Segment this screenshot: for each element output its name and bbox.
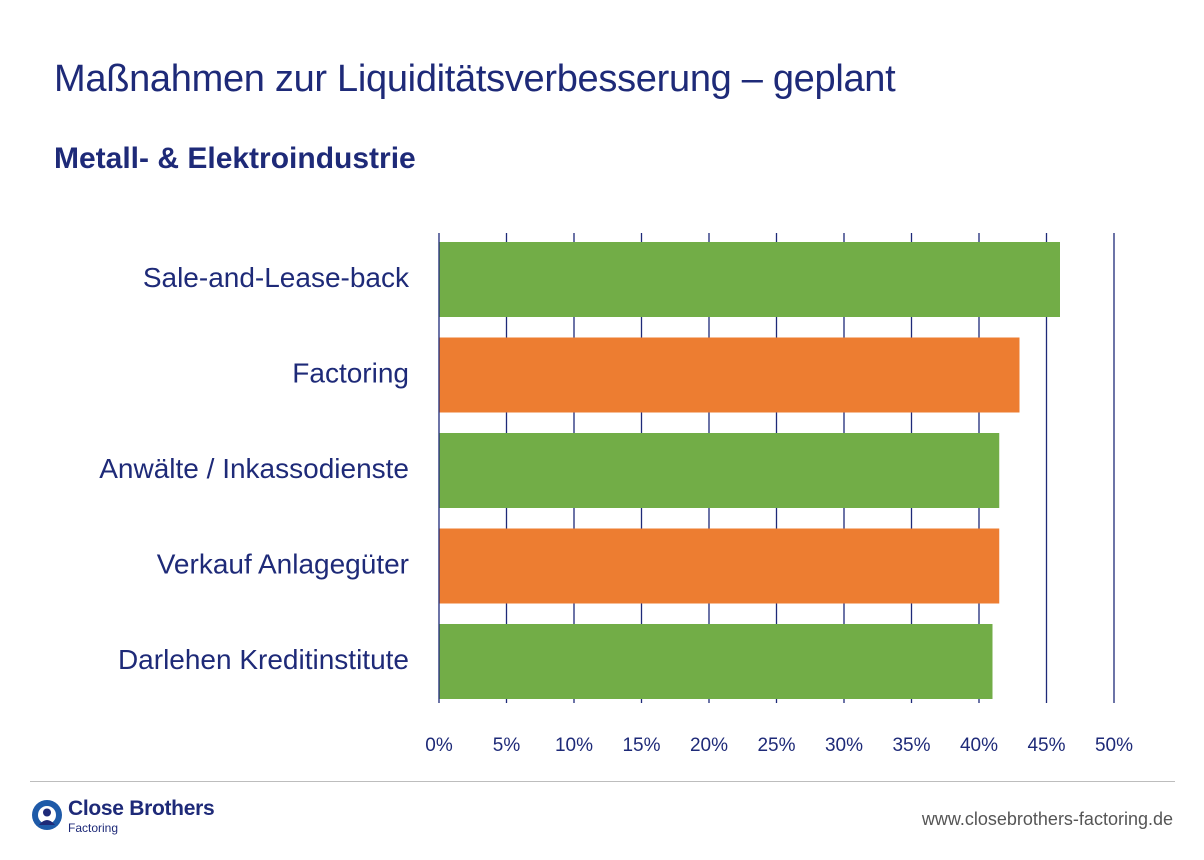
brand-subtitle: Factoring [68, 821, 119, 835]
x-tick-label-10: 10% [555, 735, 593, 756]
x-tick-label-0: 0% [425, 735, 453, 756]
bar-chart: Sale-and-Lease-back Factoring Anwälte / In… [99, 233, 1133, 756]
x-tick-label-15: 15% [622, 735, 660, 756]
x-tick-label-5: 5% [493, 735, 521, 756]
x-tick-label-50: 50% [1095, 735, 1133, 756]
x-tick-label-35: 35% [892, 735, 930, 756]
footer-divider [30, 781, 1175, 782]
bar-2 [439, 433, 1000, 508]
chart-title: Maßnahmen zur Liquiditätsverbesserung – … [54, 58, 896, 100]
x-tick-label-20: 20% [690, 735, 728, 756]
category-label-2: Anwälte / Inkassodienste [99, 453, 409, 484]
category-label-3: Verkauf Anlagegüter [157, 548, 409, 579]
bar-4 [439, 624, 993, 699]
category-label-4: Darlehen Kreditinstitute [118, 644, 409, 675]
category-label-0: Sale-and-Lease-back [143, 262, 410, 293]
bar-0 [439, 242, 1060, 317]
brand-logo[interactable]: Close Brothers Factoring [31, 797, 215, 835]
brand-name: Close Brothers [68, 797, 215, 820]
x-tick-label-25: 25% [757, 735, 795, 756]
bar-1 [439, 337, 1020, 413]
chart-subtitle: Metall- & Elektroindustrie [54, 142, 416, 175]
x-tick-label-30: 30% [825, 735, 863, 756]
category-label-1: Factoring [292, 357, 409, 388]
x-tick-label-40: 40% [960, 735, 998, 756]
x-tick-label-45: 45% [1027, 735, 1065, 756]
close-brothers-logo-icon [32, 800, 62, 830]
footer-url[interactable]: www.closebrothers-factoring.de [921, 809, 1173, 829]
bar-3 [439, 528, 1000, 604]
